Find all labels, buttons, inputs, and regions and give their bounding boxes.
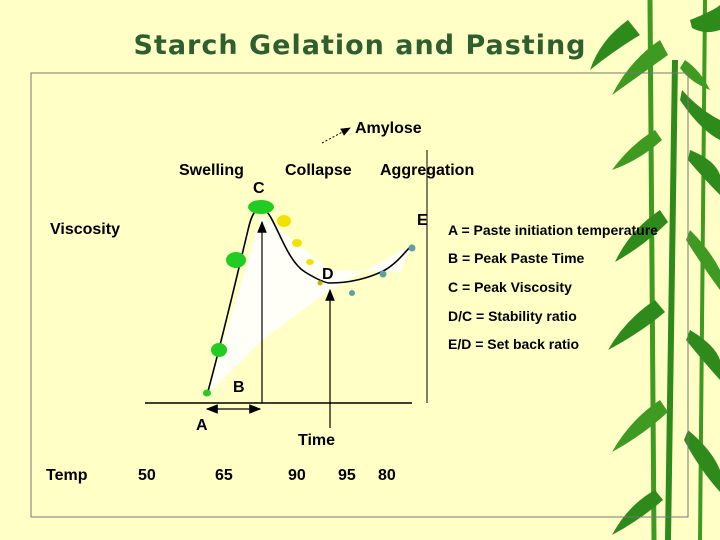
temp-label: Temp bbox=[46, 467, 88, 484]
granule-fragment-3 bbox=[408, 244, 416, 252]
temp-value-4: 95 bbox=[338, 467, 356, 484]
aggregation-label: Aggregation bbox=[380, 162, 474, 179]
definition-dc: D/C = Stability ratio bbox=[448, 308, 577, 324]
granule-fragment-2 bbox=[379, 270, 387, 278]
amylose-label: Amylose bbox=[355, 120, 422, 137]
slide-title: Starch Gelation and Pasting bbox=[133, 30, 587, 61]
diagram-frame bbox=[30, 72, 689, 518]
granule-small-1 bbox=[317, 280, 323, 286]
time-label: Time bbox=[298, 432, 335, 449]
swelling-label: Swelling bbox=[179, 162, 244, 179]
temp-value-2: 65 bbox=[215, 467, 233, 484]
granule-green-3 bbox=[226, 252, 246, 268]
point-a-label: A bbox=[196, 417, 208, 434]
collapse-label: Collapse bbox=[285, 162, 352, 179]
temp-value-3: 90 bbox=[288, 467, 306, 484]
granule-yellow-1 bbox=[277, 215, 291, 227]
granule-green-2 bbox=[211, 343, 227, 357]
definition-a: A = Paste initiation temperature bbox=[448, 222, 658, 238]
granule-yellow-2 bbox=[292, 239, 302, 247]
starch-granules bbox=[203, 200, 416, 397]
bamboo-decoration bbox=[590, 0, 720, 540]
definition-b: B = Peak Paste Time bbox=[448, 250, 585, 266]
granule-green-1 bbox=[203, 389, 211, 397]
point-d-label: D bbox=[322, 266, 334, 283]
definition-ed: E/D = Set back ratio bbox=[448, 336, 579, 352]
temp-value-1: 50 bbox=[138, 467, 156, 484]
point-c-label: C bbox=[253, 180, 265, 197]
granule-yellow-3 bbox=[306, 259, 314, 265]
shaded-region bbox=[207, 215, 412, 395]
point-e-label: E bbox=[417, 212, 428, 229]
amylose-arrow bbox=[321, 127, 351, 144]
granule-fragment-1 bbox=[349, 290, 355, 296]
point-b-label: B bbox=[233, 379, 245, 396]
temp-value-5: 80 bbox=[378, 467, 396, 484]
granule-green-4 bbox=[248, 200, 274, 214]
viscosity-label: Viscosity bbox=[50, 221, 120, 238]
definition-c: C = Peak Viscosity bbox=[448, 279, 572, 295]
